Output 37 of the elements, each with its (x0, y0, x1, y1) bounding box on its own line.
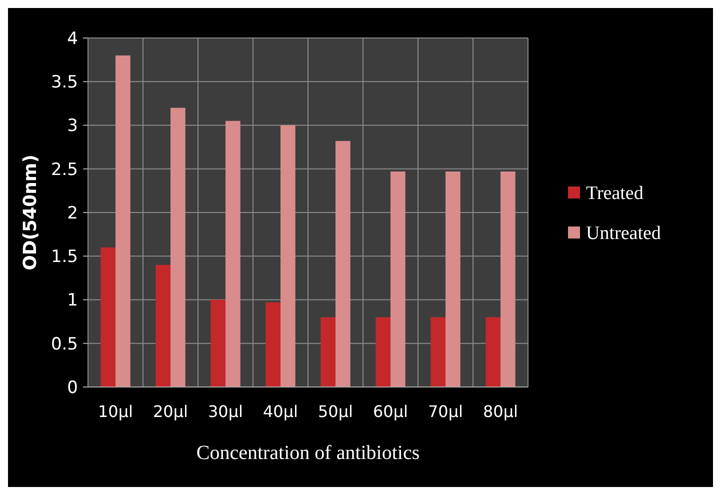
bar (266, 302, 280, 387)
x-axis-title: Concentration of antibiotics (196, 442, 420, 464)
y-tick-label: 2.5 (50, 160, 78, 180)
bar (390, 171, 406, 387)
bar (500, 171, 516, 387)
x-tick-label: 70µl (428, 402, 463, 421)
y-tick-label: 3 (67, 116, 78, 136)
x-tick-label: 50µl (318, 402, 353, 421)
bar (430, 317, 446, 387)
bar (336, 140, 350, 387)
bar (100, 247, 116, 387)
y-tick-label: 1 (67, 290, 78, 311)
x-tick-label: 20µl (153, 402, 188, 421)
x-tick-label: 60µl (373, 402, 408, 421)
y-tick-label: 1.5 (50, 247, 78, 268)
bar (446, 171, 460, 387)
y-tick-label: 0.5 (50, 334, 78, 354)
x-tick-label: 30µl (208, 402, 243, 421)
bar (376, 317, 390, 387)
bar (116, 55, 130, 387)
legend-label: Treated (586, 183, 644, 204)
bar (226, 120, 240, 387)
y-tick-label: 4 (67, 28, 78, 49)
legend-label: Untreated (586, 223, 662, 244)
y-tick-label: 3.5 (50, 72, 78, 93)
bar (280, 125, 296, 387)
bar (170, 108, 186, 387)
y-axis-title: OD(540nm) (20, 154, 41, 270)
x-tick-label: 80µl (483, 402, 518, 421)
bar (156, 264, 170, 387)
y-tick-label: 2 (67, 203, 78, 224)
bar (486, 317, 500, 387)
y-tick-label: 0 (67, 378, 78, 398)
x-tick-label: 10µl (98, 402, 133, 421)
x-tick-label: 40µl (263, 402, 298, 421)
bar (210, 300, 226, 387)
bar (320, 317, 336, 387)
